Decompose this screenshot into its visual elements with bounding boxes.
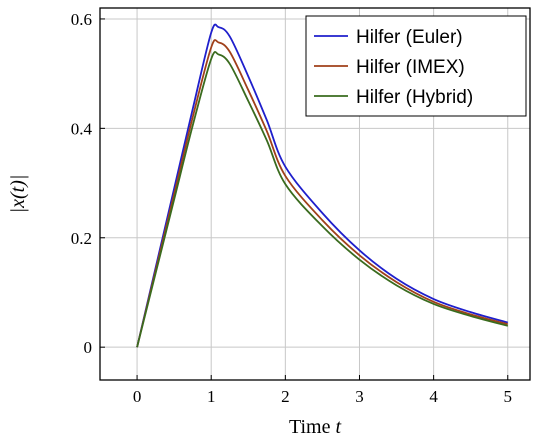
x-axis-label-variable: t: [335, 416, 341, 438]
y-tick-label: 0: [84, 338, 93, 357]
x-axis-label-prefix: Time: [289, 416, 336, 438]
series-line-2: [136, 39, 508, 348]
series-lines: [136, 23, 509, 348]
x-tick-label: 5: [504, 387, 513, 406]
tick-labels: 0 1 2 3 4 5 0 0.2 0.4 0.6: [71, 10, 512, 406]
legend-label: Hilfer (Hybrid): [356, 87, 473, 108]
plot-frame: [99, 7, 531, 381]
y-axis-label: |x(t)|: [7, 175, 29, 214]
series-line-1: [136, 23, 509, 348]
y-tick-label: 0.6: [71, 10, 92, 29]
x-tick-label: 0: [133, 387, 142, 406]
y-tick-label: 0.4: [71, 119, 93, 138]
x-axis-label: Time t: [289, 416, 342, 438]
series-line-3: [136, 51, 508, 348]
y-tick-label: 0.2: [71, 229, 92, 248]
x-tick-label: 1: [207, 387, 216, 406]
legend-label: Hilfer (Euler): [356, 27, 463, 48]
x-tick-label: 4: [429, 387, 438, 406]
x-tick-label: 3: [355, 387, 364, 406]
legend: Hilfer (Euler) Hilfer (IMEX) Hilfer (Hybri…: [305, 15, 527, 117]
legend-label: Hilfer (IMEX): [356, 57, 465, 78]
x-tick-label: 2: [281, 387, 290, 406]
